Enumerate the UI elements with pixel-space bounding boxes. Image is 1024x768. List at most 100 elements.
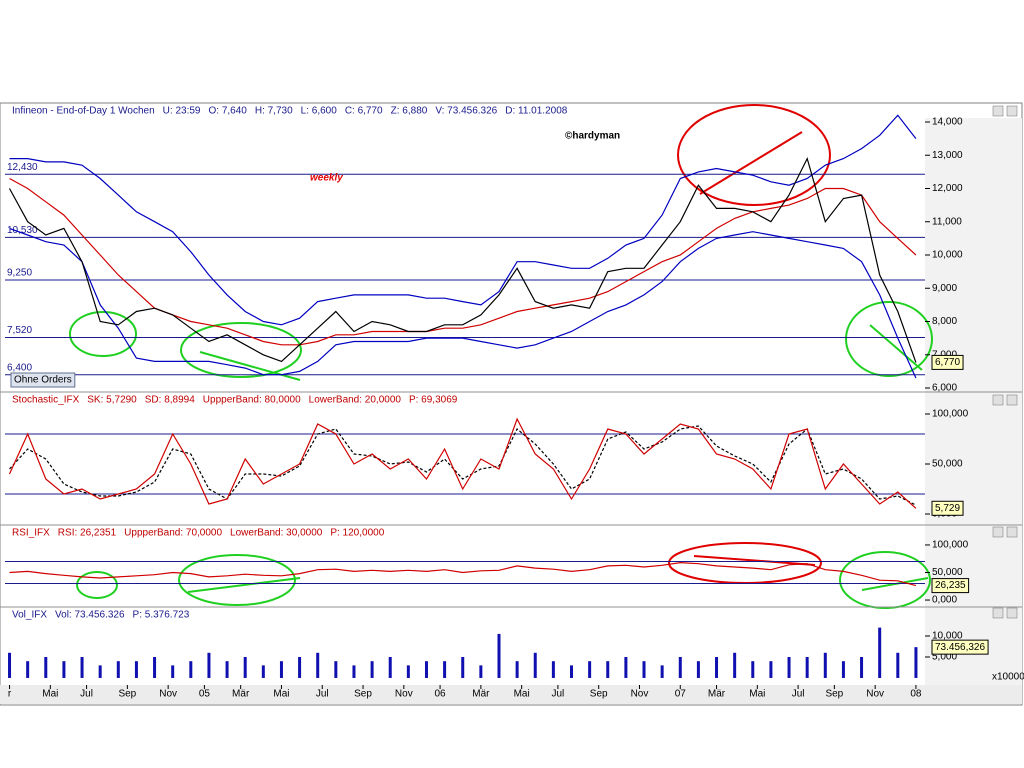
volume-bar bbox=[443, 661, 447, 678]
x-tick-label: Nov bbox=[631, 689, 649, 700]
volume-bar bbox=[479, 665, 483, 678]
x-tick-label: 08 bbox=[910, 689, 922, 700]
volume-bar bbox=[624, 656, 628, 678]
button[interactable] bbox=[1006, 607, 1018, 619]
y-tick-label: 5,000 bbox=[932, 652, 957, 663]
y-tick-label: 50,000 bbox=[932, 567, 963, 578]
volume-bar bbox=[551, 661, 555, 678]
volume-bar bbox=[841, 661, 845, 678]
button[interactable] bbox=[1006, 394, 1018, 406]
last-value-label: 6,770 bbox=[935, 357, 960, 368]
volume-bar bbox=[678, 656, 682, 678]
volume-bar bbox=[606, 661, 610, 678]
button[interactable] bbox=[992, 394, 1004, 406]
panel-header: Vol: 73.456.326 bbox=[55, 610, 125, 621]
panel-header: V: 73.456.326 bbox=[435, 106, 497, 117]
volume-bar bbox=[243, 656, 247, 678]
level-label: 6,400 bbox=[7, 362, 32, 373]
annotation: Ohne Orders bbox=[14, 375, 72, 386]
panel-header: UppperBand: 80,0000 bbox=[203, 395, 301, 406]
last-value-label: 26,235 bbox=[935, 580, 966, 591]
panel-header: RSI: 26,2351 bbox=[58, 528, 117, 539]
panel-header: SK: 5,7290 bbox=[87, 395, 137, 406]
button[interactable] bbox=[992, 105, 1004, 117]
volume-bar bbox=[98, 665, 102, 678]
y-tick-label: 50,000 bbox=[932, 459, 963, 470]
last-value-label: 73.456,326 bbox=[935, 642, 985, 653]
volume-bar bbox=[225, 661, 229, 678]
series-line bbox=[9, 425, 917, 506]
ellipse bbox=[839, 551, 931, 609]
button[interactable] bbox=[1006, 526, 1018, 538]
volume-bar bbox=[207, 652, 211, 678]
panel-header: U: 23:59 bbox=[163, 106, 201, 117]
window-frame bbox=[0, 102, 1023, 706]
panel-header: P: 5.376.723 bbox=[133, 610, 190, 621]
volume-bar bbox=[62, 661, 66, 678]
level-label: 7,520 bbox=[7, 325, 32, 336]
panel-header: L: 6,600 bbox=[301, 106, 338, 117]
x-tick-label: Jul bbox=[316, 689, 329, 700]
volume-bar bbox=[733, 652, 737, 678]
volume-bar bbox=[823, 652, 827, 678]
volume-bar bbox=[171, 665, 175, 678]
button[interactable] bbox=[1006, 105, 1018, 117]
panel-header: H: 7,730 bbox=[255, 106, 293, 117]
time-axis-strip bbox=[0, 685, 1022, 704]
x-tick-label: Mär bbox=[472, 689, 490, 700]
y-tick-label: 10,000 bbox=[932, 631, 963, 642]
ellipse bbox=[677, 104, 831, 206]
volume-bar bbox=[406, 665, 410, 678]
panel-header: LowerBand: 30,0000 bbox=[230, 528, 323, 539]
y-tick-label: 13,000 bbox=[932, 150, 963, 161]
level-label: 10,530 bbox=[7, 225, 38, 236]
panel-header: Z: 6,880 bbox=[391, 106, 428, 117]
button[interactable] bbox=[992, 607, 1004, 619]
x-tick-label: Nov bbox=[866, 689, 884, 700]
last-value-box bbox=[931, 500, 964, 516]
x-tick-label: Mai bbox=[749, 689, 765, 700]
ellipse bbox=[668, 542, 822, 584]
x-tick-label: 06 bbox=[435, 689, 447, 700]
volume-bar bbox=[570, 665, 574, 678]
last-value-box bbox=[931, 354, 964, 370]
series-line bbox=[8, 156, 917, 363]
window-buttons bbox=[992, 105, 1018, 619]
y-tick-label: 6,000 bbox=[932, 383, 957, 394]
x-tick-label: Mai bbox=[42, 689, 58, 700]
series-line bbox=[9, 561, 917, 587]
trend-line bbox=[699, 131, 803, 195]
volume-bar bbox=[26, 661, 30, 678]
y-tick-label: 100,000 bbox=[932, 540, 969, 551]
y-tick-label: 10,000 bbox=[932, 250, 963, 261]
panel-header: UppperBand: 70,0000 bbox=[124, 528, 222, 539]
volume-bar bbox=[279, 661, 283, 678]
volume-bar bbox=[461, 656, 465, 678]
volume-bar bbox=[715, 656, 719, 678]
ellipse bbox=[845, 301, 933, 377]
volume-bar bbox=[134, 661, 138, 678]
volume-bar bbox=[878, 627, 882, 678]
button[interactable] bbox=[992, 526, 1004, 538]
panel-header: SD: 8,8994 bbox=[145, 395, 195, 406]
last-value-label: 5,729 bbox=[935, 503, 960, 514]
panel-header: Stochastic_IFX bbox=[12, 395, 80, 406]
volume-bar bbox=[914, 647, 918, 678]
series-line bbox=[8, 417, 917, 509]
panel-header: D: 11.01.2008 bbox=[505, 106, 568, 117]
trend-line bbox=[693, 555, 816, 566]
series-line bbox=[9, 114, 917, 326]
annotation: ©hardyman bbox=[565, 131, 620, 142]
panel-header: Infineon - End-of-Day 1 Wochen bbox=[12, 106, 155, 117]
drawings bbox=[69, 104, 933, 609]
y-tick-label: 0,000 bbox=[932, 595, 957, 606]
x-tick-label: Sep bbox=[118, 689, 136, 700]
panel-header: P: 69,3069 bbox=[409, 395, 458, 406]
x-tick-label: Sep bbox=[825, 689, 843, 700]
volume-bar bbox=[642, 661, 646, 678]
panel-header: RSI_IFX bbox=[12, 528, 50, 539]
annotation: weekly bbox=[310, 173, 343, 184]
volume-bar bbox=[189, 661, 193, 678]
volume-bar bbox=[860, 656, 864, 678]
ellipse bbox=[76, 571, 118, 599]
